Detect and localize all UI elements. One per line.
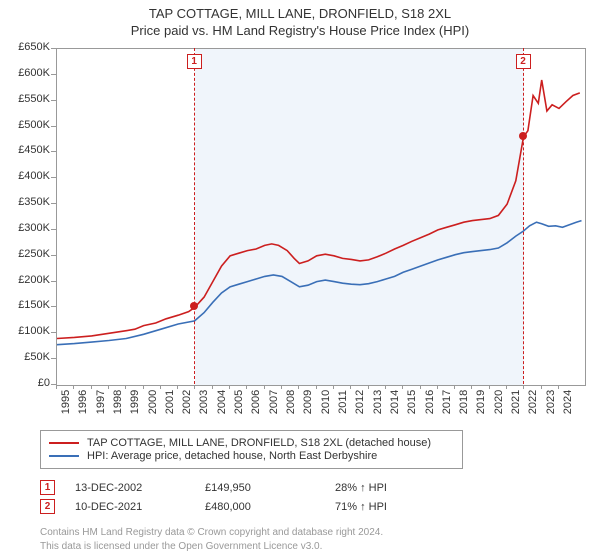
event-price: £149,950 [205,482,335,494]
y-tick-label: £200K [0,274,50,286]
y-tick-label: £50K [0,351,50,363]
event-vline [523,48,524,384]
y-tick-label: £550K [0,93,50,105]
plot-area [56,48,586,386]
y-tick-label: £250K [0,248,50,260]
x-tick-label: 1998 [112,382,124,422]
x-tick-label: 1999 [129,382,141,422]
event-vline [194,48,195,384]
event-date: 13-DEC-2002 [75,482,205,494]
event-pct: 71% ↑ HPI [335,501,387,513]
x-tick-label: 2011 [337,382,349,422]
legend-label-property: TAP COTTAGE, MILL LANE, DRONFIELD, S18 2… [87,437,431,449]
events-table: 1 13-DEC-2002£149,95028% ↑ HPI 2 10-DEC-202… [40,476,560,518]
x-tick-label: 2005 [233,382,245,422]
x-tick-label: 2023 [545,382,557,422]
credits-line2: This data is licensed under the Open Gov… [40,540,560,554]
y-tick-label: £600K [0,67,50,79]
x-tick-label: 1995 [60,382,72,422]
x-tick-label: 2012 [354,382,366,422]
y-tick-label: £400K [0,170,50,182]
x-tick-label: 2002 [181,382,193,422]
event-pct: 28% ↑ HPI [335,482,387,494]
x-tick-label: 1997 [95,382,107,422]
series-property-line [57,80,580,339]
y-tick-label: £350K [0,196,50,208]
y-tick-label: £450K [0,144,50,156]
legend-row-2: HPI: Average price, detached house, Nort… [49,450,454,462]
title-line2: Price paid vs. HM Land Registry's House … [0,23,600,38]
x-tick-label: 2007 [268,382,280,422]
y-tick-label: £0 [0,377,50,389]
y-tick-label: £150K [0,299,50,311]
event-dot [519,132,527,140]
legend-swatch-property [49,442,79,444]
x-tick-label: 2016 [424,382,436,422]
event-row-marker: 2 [40,499,55,514]
chart-svg [57,49,585,385]
event-date: 10-DEC-2021 [75,501,205,513]
x-tick-label: 2017 [441,382,453,422]
x-tick-label: 2020 [493,382,505,422]
x-tick-label: 2001 [164,382,176,422]
x-tick-label: 2008 [285,382,297,422]
credits: Contains HM Land Registry data © Crown c… [40,526,560,554]
chart-titles: TAP COTTAGE, MILL LANE, DRONFIELD, S18 2… [0,0,600,38]
x-tick-label: 2014 [389,382,401,422]
x-tick-label: 2015 [406,382,418,422]
y-tick-label: £500K [0,119,50,131]
event-row: 2 10-DEC-2021£480,00071% ↑ HPI [40,499,560,514]
x-tick-label: 2003 [198,382,210,422]
legend-row-1: TAP COTTAGE, MILL LANE, DRONFIELD, S18 2… [49,437,454,449]
y-tick-label: £100K [0,325,50,337]
legend-label-hpi: HPI: Average price, detached house, Nort… [87,450,377,462]
event-price: £480,000 [205,501,335,513]
legend-swatch-hpi [49,455,79,457]
credits-line1: Contains HM Land Registry data © Crown c… [40,526,560,540]
event-marker-box: 1 [187,54,202,69]
x-tick-label: 2022 [527,382,539,422]
x-tick-label: 2018 [458,382,470,422]
y-tick-label: £300K [0,222,50,234]
x-tick-label: 2024 [562,382,574,422]
series-hpi-line [57,221,582,345]
x-tick-label: 2010 [320,382,332,422]
x-tick-label: 2013 [372,382,384,422]
x-tick-label: 2004 [216,382,228,422]
x-tick-label: 2000 [147,382,159,422]
event-row: 1 13-DEC-2002£149,95028% ↑ HPI [40,480,560,495]
x-tick-label: 2006 [250,382,262,422]
y-tick-label: £650K [0,41,50,53]
event-row-marker: 1 [40,480,55,495]
x-tick-label: 2021 [510,382,522,422]
event-marker-box: 2 [516,54,531,69]
x-tick-label: 2009 [302,382,314,422]
x-tick-label: 1996 [77,382,89,422]
legend-box: TAP COTTAGE, MILL LANE, DRONFIELD, S18 2… [40,430,463,469]
title-line1: TAP COTTAGE, MILL LANE, DRONFIELD, S18 2… [0,6,600,21]
x-tick-label: 2019 [475,382,487,422]
